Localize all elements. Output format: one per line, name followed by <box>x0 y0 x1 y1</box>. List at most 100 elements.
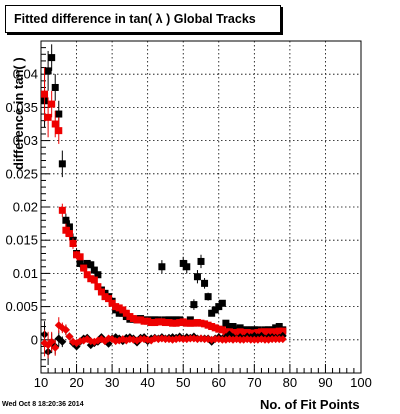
data-point-square <box>208 323 216 331</box>
x-tick-label: 70 <box>247 375 261 390</box>
data-point-square <box>193 319 201 327</box>
data-point-square <box>151 319 159 327</box>
y-tick-label: 0.015 <box>5 233 38 248</box>
data-point-diamond <box>51 343 60 352</box>
data-point-square <box>154 318 162 326</box>
data-point-square <box>233 328 241 336</box>
data-point-square <box>197 319 205 327</box>
data-point-square <box>236 324 244 332</box>
data-point-square <box>201 320 209 328</box>
data-point-square <box>101 293 109 301</box>
data-point-square <box>172 319 180 327</box>
data-point-square <box>108 299 116 307</box>
data-point-square <box>137 316 145 324</box>
data-point-square <box>208 309 216 317</box>
data-point-square <box>215 325 223 333</box>
data-point-square <box>94 283 102 291</box>
data-point-square <box>115 304 123 312</box>
data-point-square <box>179 318 187 326</box>
data-point-square <box>179 259 187 267</box>
y-axis-label: difference in tan( ) <box>11 57 26 170</box>
data-point-square <box>90 276 98 284</box>
data-point-square <box>41 90 49 98</box>
data-point-square <box>268 328 276 336</box>
x-tick-labels: 10 20 30 40 50 60 70 80 90 100 <box>34 375 372 390</box>
data-markers <box>40 44 287 366</box>
axis-ticks <box>40 47 362 373</box>
x-tick-label: 60 <box>212 375 226 390</box>
data-point-square <box>76 253 84 261</box>
data-point-square <box>222 319 230 327</box>
x-tick-label: 80 <box>283 375 297 390</box>
data-point-square <box>51 83 59 91</box>
data-point-square <box>176 319 184 327</box>
data-point-square <box>90 266 98 274</box>
data-point-square <box>197 257 205 265</box>
y-tick-label: 0.01 <box>13 266 38 281</box>
x-tick-label: 50 <box>176 375 190 390</box>
data-point-square <box>158 318 166 326</box>
chart-title: Fitted difference in tan( λ ) Global Tra… <box>5 5 281 33</box>
data-point-square <box>69 240 77 248</box>
y-tick-label: 0 <box>31 332 38 347</box>
data-point-square <box>275 323 283 331</box>
x-tick-label: 30 <box>105 375 119 390</box>
data-point-square <box>62 226 70 234</box>
data-point-square <box>48 54 56 62</box>
data-point-square <box>275 327 283 335</box>
data-point-diamond <box>278 335 287 344</box>
data-point-square <box>133 316 141 324</box>
data-point-diamond <box>47 337 56 346</box>
data-point-square <box>55 127 63 135</box>
data-point-square <box>83 259 91 267</box>
data-point-square <box>147 319 155 327</box>
data-point-square <box>161 319 169 327</box>
data-point-square <box>65 230 73 238</box>
data-point-square <box>58 206 66 214</box>
data-point-square <box>83 271 91 279</box>
data-point-square <box>218 326 226 334</box>
y-tick-label: 0.02 <box>13 200 38 215</box>
data-point-square <box>240 328 248 336</box>
data-point-square <box>229 328 237 336</box>
y-tick-label: 0.03 <box>13 133 38 148</box>
data-point-square <box>222 328 230 336</box>
data-point-square <box>115 309 123 317</box>
x-tick-label: 20 <box>69 375 83 390</box>
data-point-square <box>58 160 66 168</box>
data-point-square <box>190 301 198 309</box>
data-point-square <box>129 315 137 323</box>
data-point-square <box>51 120 59 128</box>
y-tick-label: 0.04 <box>13 67 38 82</box>
data-point-square <box>225 323 233 331</box>
data-point-square <box>183 263 191 271</box>
y-tick-label: 0.035 <box>5 100 38 115</box>
data-point-square <box>165 319 173 327</box>
y-tick-label: 0.025 <box>5 166 38 181</box>
data-point-square <box>229 323 237 331</box>
data-point-square <box>254 328 262 336</box>
x-tick-label: 90 <box>318 375 332 390</box>
data-point-square <box>211 306 219 314</box>
data-point-square <box>44 113 52 121</box>
y-tick-label: 0.005 <box>5 299 38 314</box>
data-point-square <box>119 306 127 314</box>
data-point-square <box>144 317 152 325</box>
data-point-square <box>97 288 105 296</box>
data-point-square <box>204 321 212 329</box>
y-tick-labels: 0 0.005 0.01 0.015 0.02 0.025 0.03 0.035 0.04 <box>5 67 38 348</box>
data-point-diamond <box>58 337 67 346</box>
data-point-square <box>272 324 280 332</box>
data-point-square <box>279 327 287 335</box>
data-point-square <box>158 263 166 271</box>
data-point-square <box>112 303 120 311</box>
data-point-square <box>215 303 223 311</box>
data-point-square <box>265 328 273 336</box>
data-point-square <box>211 324 219 332</box>
data-point-square <box>204 293 212 301</box>
data-point-square <box>55 110 63 118</box>
data-point-square <box>87 275 95 283</box>
data-point-square <box>218 299 226 307</box>
data-point-square <box>122 309 130 317</box>
